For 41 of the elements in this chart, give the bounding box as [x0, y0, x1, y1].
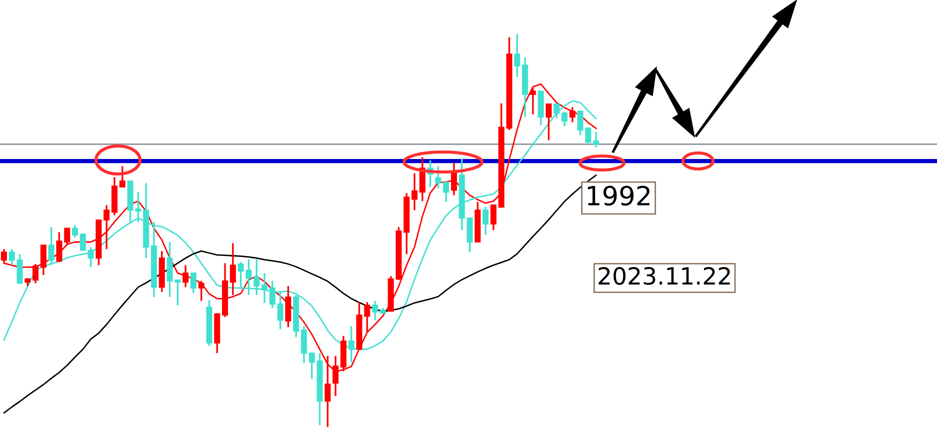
candlestick	[562, 111, 568, 127]
candlestick	[269, 280, 276, 309]
candlestick	[466, 217, 473, 254]
candlestick	[174, 279, 181, 306]
candlestick	[514, 33, 520, 78]
candlestick	[182, 264, 189, 288]
candlestick	[72, 224, 78, 238]
candlestick	[450, 162, 457, 196]
candlestick	[443, 181, 450, 203]
candlestick	[277, 291, 284, 330]
candlestick	[56, 231, 62, 263]
candlestick	[411, 172, 418, 212]
annotation: 2023.11.22	[598, 266, 730, 285]
candlestick	[300, 325, 307, 364]
candlestick	[554, 103, 560, 120]
candlestick	[254, 258, 260, 296]
candlestick	[48, 226, 54, 266]
candlestick	[40, 244, 46, 276]
candlestick	[64, 227, 70, 246]
candlestick	[593, 131, 600, 148]
candlestick	[435, 165, 442, 190]
candlestick	[372, 300, 378, 322]
candlestick	[490, 204, 496, 232]
candlestick	[80, 233, 86, 252]
candlestick	[546, 103, 552, 142]
candlestick	[104, 204, 110, 250]
candlestick	[364, 301, 370, 333]
candlestick	[530, 87, 536, 116]
candlestick	[32, 263, 39, 284]
candlestick	[88, 246, 94, 268]
candlestick	[482, 206, 489, 236]
candlestick	[569, 106, 576, 124]
candlestick	[261, 272, 268, 304]
candlestick	[190, 272, 196, 294]
candlestick	[308, 352, 315, 380]
candlestick	[198, 280, 204, 302]
candlestick	[119, 165, 126, 188]
candlestick	[285, 285, 292, 328]
annotation: 1992	[588, 186, 650, 206]
candlestick	[230, 242, 236, 296]
candlestick	[166, 241, 173, 298]
